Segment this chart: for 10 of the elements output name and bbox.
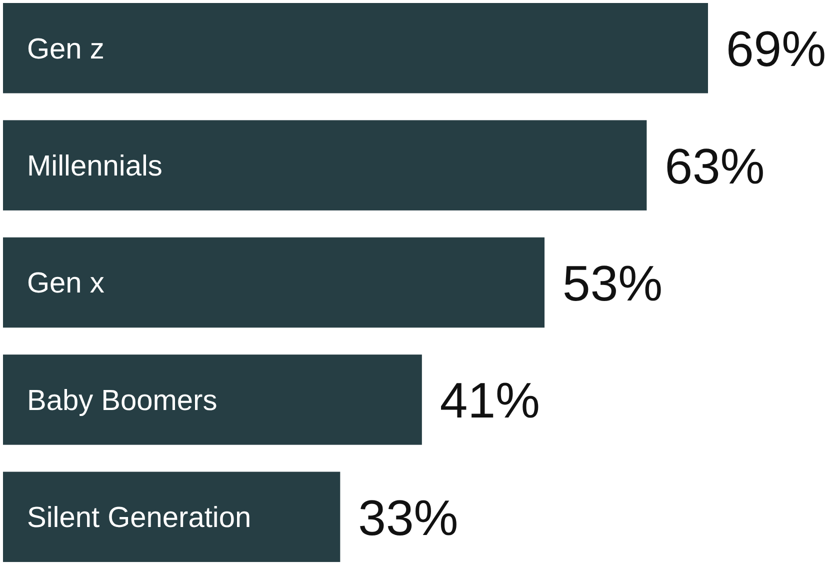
y-tick-label: Baby Boomers <box>27 384 218 417</box>
data-label: 33% <box>358 490 458 546</box>
data-label: 41% <box>440 372 540 429</box>
y-tick-label: Gen x <box>27 268 105 300</box>
y-tick-label: Gen z <box>27 33 104 66</box>
data-label: 53% <box>562 256 663 312</box>
y-tick-label: Millennials <box>27 150 162 182</box>
data-label: 69% <box>726 21 826 78</box>
y-tick-label: Silent Generation <box>27 502 252 534</box>
data-label: 63% <box>664 138 765 194</box>
